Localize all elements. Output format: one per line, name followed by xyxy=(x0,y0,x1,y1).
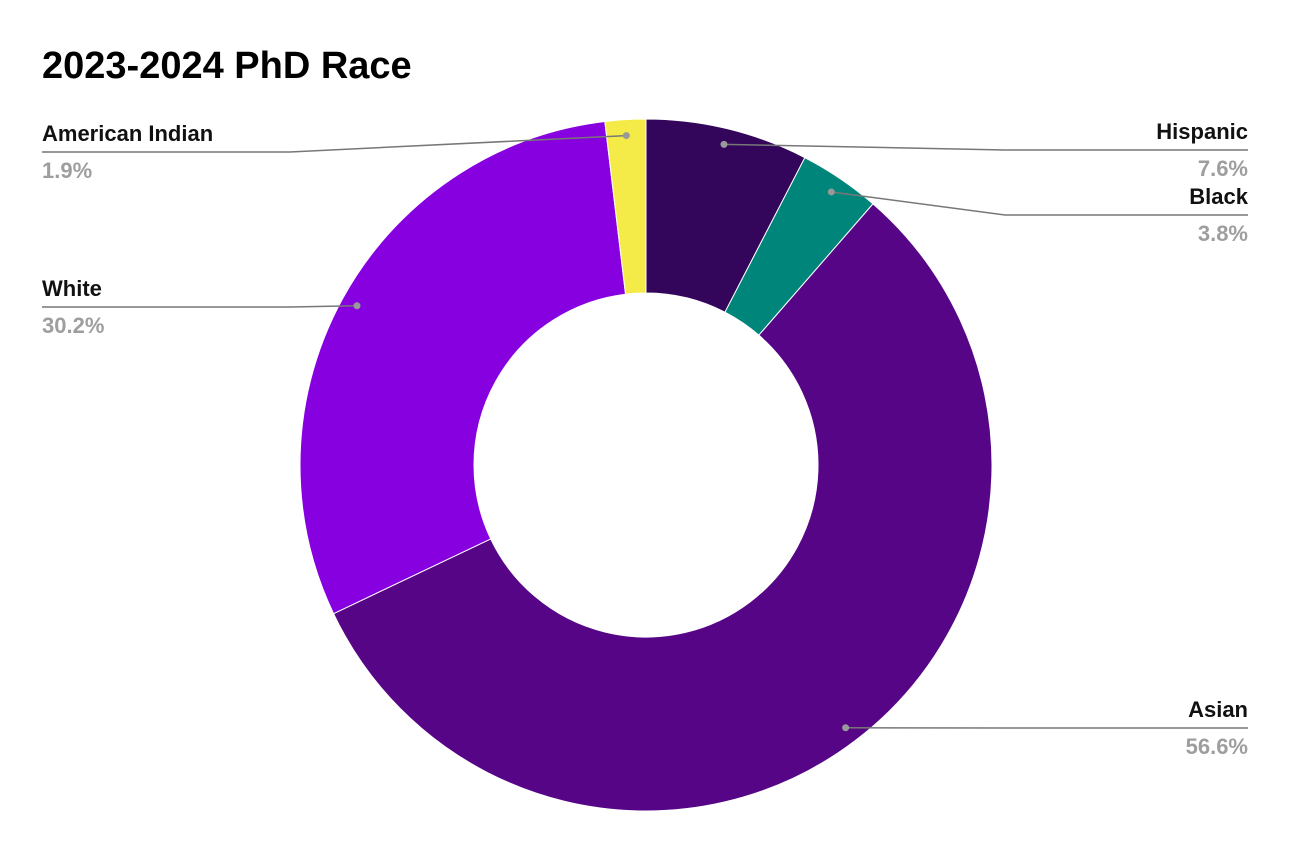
leader-line xyxy=(723,143,1248,151)
slice xyxy=(299,120,627,615)
legend-label: Black xyxy=(1189,184,1248,209)
legend-label: Asian xyxy=(1188,697,1248,722)
leader-dot xyxy=(842,724,850,732)
slice xyxy=(604,118,647,295)
data-label: 7.6% xyxy=(1198,156,1248,181)
leader-dot xyxy=(353,302,361,310)
data-label: 1.9% xyxy=(42,158,92,183)
leader-line xyxy=(42,134,627,153)
leader-line xyxy=(42,304,358,308)
data-label: 3.8% xyxy=(1198,221,1248,246)
legend-label: American Indian xyxy=(42,121,213,146)
slice xyxy=(332,203,993,812)
chart-title: 2023-2024 PhD Race xyxy=(42,45,412,87)
leader-line xyxy=(831,191,1248,216)
legend-label: Hispanic xyxy=(1156,119,1248,144)
leader-dot xyxy=(720,140,728,148)
legend-label: White xyxy=(42,276,102,301)
leader-dot xyxy=(622,132,630,140)
data-label: 30.2% xyxy=(42,313,104,338)
leader-dot xyxy=(827,188,835,196)
data-label: 56.6% xyxy=(1186,734,1248,759)
